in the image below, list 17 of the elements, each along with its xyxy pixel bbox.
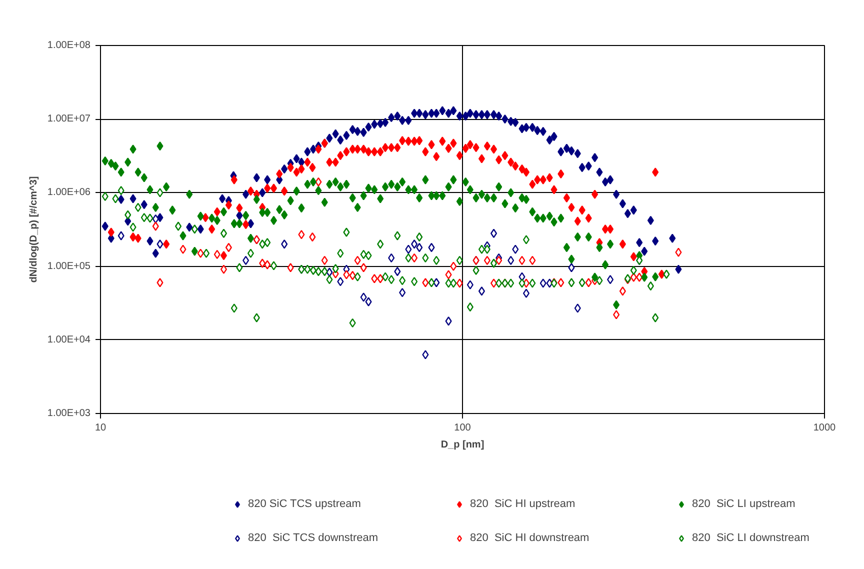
legend-label: 820 SiC LI downstream [692,531,810,546]
legend-label: 820 SiC HI upstream [470,497,576,512]
legend-label: 820 SiC TCS upstream [248,497,362,512]
x-axis-title: D_p [nm] [440,440,484,450]
y-tick-label: 1.00E+03 [47,408,91,419]
y-tick-label: 1.00E+04 [47,334,91,346]
x-tick-label: 1000 [813,422,836,434]
y-tick-label: 1.00E+05 [47,260,91,272]
x-tick-label: 10 [94,422,106,434]
y-axis-title: dN/dlog(D_p) [#/cm^3] [28,176,40,283]
legend-label: 820 SiC HI downstream [470,531,590,546]
legend-label: 820 SiC TCS downstream [248,531,380,546]
y-tick-label: 1.00E+07 [47,114,91,125]
y-tick-label: 1.00E+08 [47,40,91,51]
x-tick-label: 100 [454,422,472,434]
y-tick-label: 1.00E+06 [47,187,91,198]
legend-label: 820 SiC LI upstream [692,497,796,512]
